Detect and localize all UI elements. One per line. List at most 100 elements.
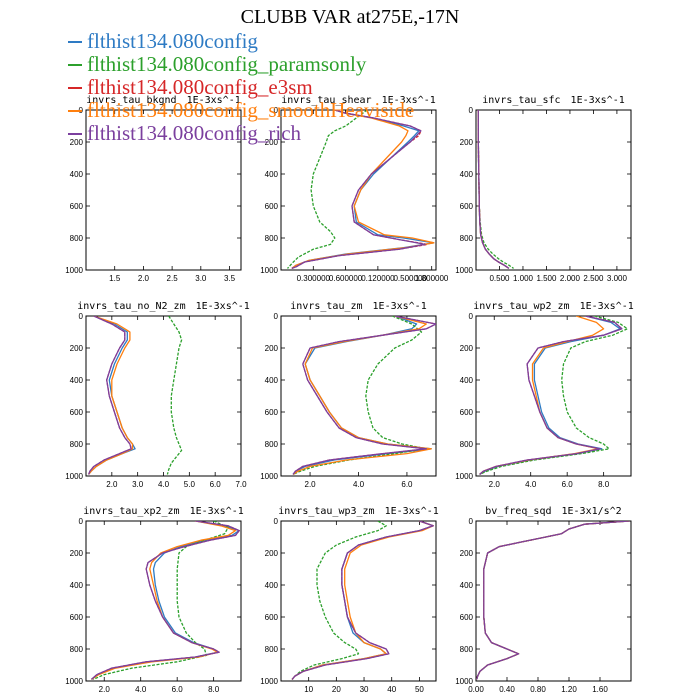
y-tick-label: 1000 (260, 677, 278, 686)
legend-item: flthist134.080config_e3sm (68, 75, 414, 99)
x-tick-label: 1.60 (592, 685, 608, 694)
y-tick-label: 1000 (455, 266, 473, 275)
y-tick-label: 0 (469, 312, 474, 321)
y-tick-label: 800 (265, 234, 279, 243)
panel-title: invrs_tau_wp2_zm 1E-3xs^-1 (473, 301, 634, 312)
y-tick-label: 400 (70, 581, 84, 590)
x-tick-label: 6.0 (401, 480, 413, 489)
x-tick-label: 0.120000 (361, 274, 395, 283)
y-tick-label: 800 (70, 440, 84, 449)
x-tick-label: 1.20 (561, 685, 577, 694)
x-tick-label: 3.0 (132, 480, 144, 489)
chart-panel: invrs_tau_wp3_zm 1E-3xs^-10 200 400 600 800 10… (260, 506, 439, 694)
panel-title: invrs_tau_shear 1E-3xs^-1 (281, 95, 436, 106)
y-tick-label: 200 (460, 549, 474, 558)
y-tick-label: 0 (469, 517, 474, 526)
x-tick-label: 2.0 (489, 480, 501, 489)
legend-swatch (68, 40, 82, 43)
x-tick-label: 10 (304, 685, 313, 694)
y-tick-label: 200 (265, 549, 279, 558)
legend-swatch (68, 63, 82, 66)
panel-units: 1E-3xs^-1 (373, 301, 427, 312)
x-tick-label: 2.0 (106, 480, 118, 489)
x-tick-label: 2.0 (305, 480, 317, 489)
y-tick-label: 1000 (455, 472, 473, 481)
y-tick-label: 0 (274, 106, 279, 115)
series-line (91, 521, 240, 680)
legend-item: flthist134.080config (68, 29, 414, 53)
plot-frame (85, 520, 242, 682)
series-line (291, 521, 434, 680)
series-line (479, 316, 623, 475)
y-tick-label: 0 (79, 312, 84, 321)
legend-item: flthist134.080config_rich (68, 121, 414, 145)
x-tick-label: 0.00 (468, 685, 484, 694)
panel-units: 1E-3x1/s^2 (562, 506, 622, 517)
y-tick-label: 400 (265, 376, 279, 385)
plot-frame (280, 520, 437, 682)
plot-frame (475, 520, 632, 682)
series-line (476, 521, 630, 680)
panel-title: bv_freq_sqd 1E-3x1/s^2 (485, 506, 621, 517)
x-tick-label: 1.5 (109, 274, 121, 283)
x-tick-label: 2.000 (560, 274, 581, 283)
chart-panel: invrs_tau_bkgnd1E-3xs^-10200400600800100… (65, 95, 242, 283)
y-tick-label: 200 (265, 138, 279, 147)
y-tick-label: 600 (70, 408, 84, 417)
y-tick-label: 200 (70, 138, 84, 147)
series-line (291, 110, 435, 269)
y-tick-label: 1000 (260, 266, 278, 275)
x-tick-label: 3.5 (224, 274, 236, 283)
y-tick-label: 800 (460, 234, 474, 243)
series-line (166, 316, 183, 475)
legend-label: flthist134.080config_e3sm (87, 75, 313, 99)
chart-panel: invrs_tau_xp2_zm 1E-3xs^-10 200 400 600 800 10… (65, 506, 244, 694)
series-line (87, 316, 132, 475)
y-tick-label: 800 (460, 645, 474, 654)
series-line (88, 316, 134, 475)
x-tick-label: 4.0 (158, 480, 170, 489)
y-tick-label: 600 (265, 613, 279, 622)
series-line (476, 521, 630, 680)
series-line (476, 521, 630, 680)
y-tick-label: 200 (460, 138, 474, 147)
plot-frame (475, 109, 632, 271)
x-tick-label: 2.0 (138, 274, 150, 283)
y-tick-label: 200 (265, 344, 279, 353)
x-tick-label: 8.0 (208, 685, 220, 694)
x-tick-label: 40 (387, 685, 396, 694)
chart-panel: invrs_tau_shear 1E-3xs^-10 200 400 600 800 100… (260, 95, 449, 283)
panel-units: 1E-3xs^-1 (571, 95, 625, 106)
x-tick-label: 3.0 (195, 274, 207, 283)
plot-frame (280, 109, 437, 271)
y-tick-label: 200 (70, 549, 84, 558)
y-tick-label: 0 (274, 517, 279, 526)
legend-label: flthist134.080config_smoothHeaviside (87, 98, 415, 122)
x-tick-label: 4.0 (525, 480, 537, 489)
y-tick-label: 400 (70, 376, 84, 385)
y-tick-label: 1000 (65, 266, 83, 275)
x-tick-label: 0.300000 (297, 274, 331, 283)
y-tick-label: 1000 (455, 677, 473, 686)
x-tick-label: 7.0 (235, 480, 247, 489)
series-line (477, 110, 510, 269)
legend-label: flthist134.080config (87, 29, 258, 53)
x-tick-label: 8.0 (598, 480, 610, 489)
y-tick-label: 600 (70, 202, 84, 211)
x-tick-label: 2.500 (583, 274, 604, 283)
legend-item: flthist134.080config_paramsonly (68, 52, 414, 76)
series-line (292, 316, 436, 475)
x-tick-label: 2.5 (167, 274, 179, 283)
y-tick-label: 800 (460, 440, 474, 449)
legend-swatch (68, 86, 82, 89)
x-tick-label: 6.0 (172, 685, 184, 694)
x-tick-label: 30 (360, 685, 369, 694)
x-tick-label: 20 (332, 685, 341, 694)
y-tick-label: 800 (265, 440, 279, 449)
panel-units: 1E-3xs^-1 (580, 301, 634, 312)
series-line (91, 521, 237, 680)
y-tick-label: 800 (70, 645, 84, 654)
legend-item: flthist134.080config_smoothHeaviside (68, 98, 415, 122)
y-tick-label: 400 (460, 581, 474, 590)
figure-title: CLUBB VAR at275E,-17N (240, 6, 460, 28)
